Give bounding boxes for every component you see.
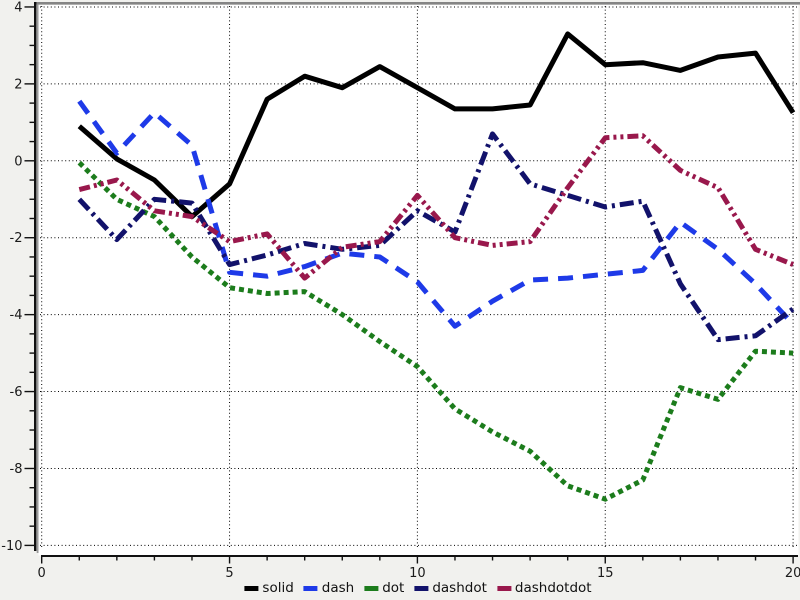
x-axis-tick-label-0: 0 [38, 566, 46, 581]
legend-label-dot: dot [382, 580, 405, 596]
chart-legend: solid dash dot dashdot dashdotdot [244, 580, 592, 596]
legend-label-solid: solid [262, 580, 294, 596]
legend-item-dot: dot [364, 580, 405, 596]
y-axis-tick-label--4: -4 [10, 308, 23, 323]
legend-item-dash: dash [303, 580, 355, 596]
legend-item-solid: solid [244, 580, 294, 596]
legend-label-dashdot: dashdot [432, 580, 487, 596]
y-axis-tick-label-0: 0 [14, 154, 22, 169]
legend-label-dash: dash [321, 580, 355, 596]
y-axis-tick-label--2: -2 [10, 231, 23, 246]
y-axis-tick-label-4: 4 [14, 0, 22, 15]
legend-item-dashdot: dashdot [414, 580, 487, 596]
x-axis-tick-label-10: 10 [409, 566, 426, 581]
series-solid-line [77, 31, 796, 220]
legend-item-dashdotdot: dashdotdot [496, 580, 592, 596]
x-axis-tick-label-15: 15 [597, 566, 614, 581]
legend-swatch-solid [244, 585, 259, 591]
legend-swatch-dash [303, 585, 318, 591]
y-axis-tick-label--8: -8 [10, 462, 23, 477]
legend-swatch-dashdot [414, 585, 429, 591]
legend-swatch-dashdotdot [496, 585, 511, 591]
y-axis-tick-label--6: -6 [10, 385, 23, 400]
y-axis-tick-label-2: 2 [14, 77, 22, 92]
series-dot-line [77, 160, 794, 502]
x-axis-tick-label-20: 20 [785, 566, 800, 581]
legend-label-dashdotdot: dashdotdot [514, 580, 592, 596]
legend-swatch-dot [364, 585, 379, 591]
frame-top [34, 2, 800, 5]
series-dashdotdot-line [78, 133, 795, 281]
x-axis-tick-label-5: 5 [225, 566, 233, 581]
series-dash-line [77, 99, 795, 329]
y-axis-tick-label--10: -10 [1, 539, 22, 554]
